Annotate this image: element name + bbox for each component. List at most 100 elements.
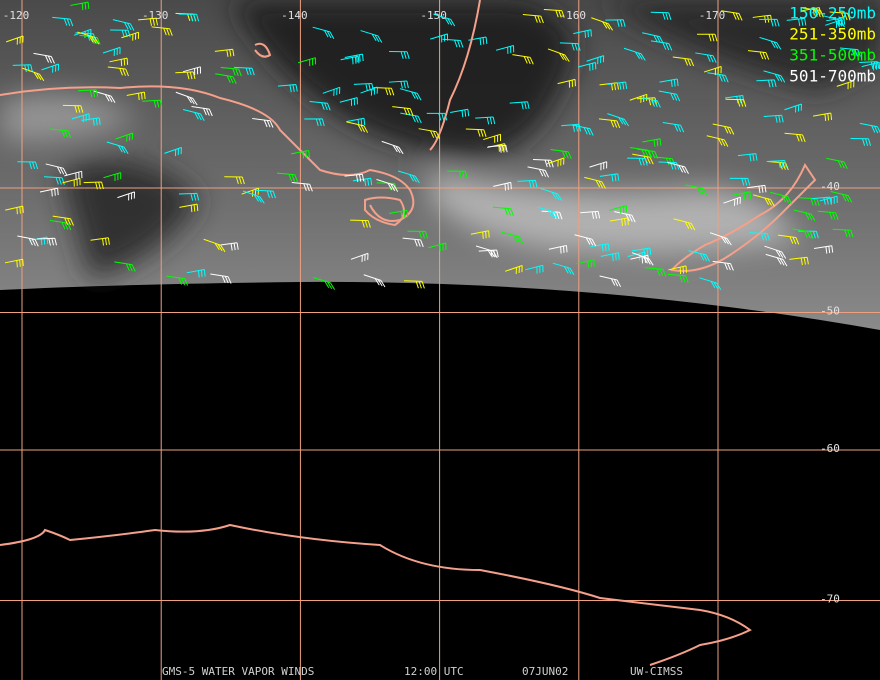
wind-barb <box>812 112 833 121</box>
wind-barb <box>546 157 565 167</box>
wind-barb <box>52 215 74 226</box>
footer-text: UW-CIMSS <box>630 665 683 678</box>
wind-barb <box>45 163 68 176</box>
latitude-label: -60 <box>820 442 840 455</box>
wind-barb <box>586 55 605 65</box>
wind-barb <box>591 17 614 31</box>
wind-barb <box>707 72 729 83</box>
wind-barb <box>233 66 255 76</box>
wind-barb <box>645 267 667 277</box>
wind-barb <box>78 89 99 98</box>
wind-barb <box>746 184 767 194</box>
wind-barb <box>346 117 366 127</box>
wind-barb <box>298 57 316 67</box>
wind-barb <box>662 121 685 133</box>
wind-barb <box>607 113 630 127</box>
wind-barb <box>242 190 265 204</box>
wind-barb <box>572 124 594 136</box>
wind-barb <box>642 32 664 44</box>
longitude-label: -170 <box>699 9 726 22</box>
latitude-label: -70 <box>820 593 840 606</box>
wind-barb <box>747 50 770 60</box>
wind-barb <box>428 242 447 252</box>
wind-barb <box>392 106 414 116</box>
wind-barb <box>483 133 501 143</box>
wind-barb <box>112 19 135 31</box>
wind-barb <box>819 195 838 205</box>
wind-barb <box>697 33 718 42</box>
wind-barb <box>103 172 122 181</box>
wind-barb <box>712 260 734 271</box>
wind-barb <box>813 245 834 254</box>
wind-barb <box>577 62 597 71</box>
wind-barb <box>850 137 872 146</box>
wind-barb <box>609 217 629 226</box>
footer: GMS-5 WATER VAPOR WINDS 12:00 UTC 07JUN02 U… <box>162 665 683 678</box>
wind-barb <box>447 170 468 179</box>
wind-barb <box>543 8 565 18</box>
wind-barb <box>93 90 116 104</box>
wind-barb <box>340 55 360 65</box>
wind-barb <box>767 160 789 171</box>
wind-barb <box>495 45 515 54</box>
wind-barb <box>792 228 814 239</box>
wind-barb <box>724 95 745 104</box>
wind-barb <box>182 66 201 76</box>
wind-barb <box>389 209 409 219</box>
wind-barb <box>623 47 646 61</box>
wind-barb <box>836 80 855 90</box>
wind-barb <box>527 166 550 178</box>
footer-text: GMS-5 WATER VAPOR WINDS <box>162 665 314 678</box>
wind-barb <box>607 81 628 90</box>
wind-barb <box>404 280 425 289</box>
wind-barb <box>533 158 554 168</box>
wind-barb <box>41 63 60 73</box>
wind-barb <box>191 106 213 117</box>
wind-barb <box>667 273 689 283</box>
wind-barb <box>360 30 383 43</box>
longitude-label: -160 <box>560 9 587 22</box>
wind-barb <box>784 103 802 113</box>
wind-barb <box>789 256 809 266</box>
wind-barb <box>52 16 74 27</box>
wind-barb <box>344 53 364 63</box>
wind-barb <box>561 123 581 132</box>
wind-barb <box>501 231 524 244</box>
wind-barb <box>450 108 470 118</box>
wind-barb <box>151 26 173 36</box>
legend-entry: 150-250mb <box>789 4 876 23</box>
wind-barb <box>350 252 369 262</box>
wind-barb <box>73 28 92 38</box>
wind-barb <box>346 121 369 133</box>
wind-barb <box>17 235 39 247</box>
wind-barb <box>823 15 845 28</box>
wind-barb <box>255 189 276 199</box>
wind-barb <box>487 143 506 152</box>
wind-barb <box>859 61 880 70</box>
wind-barb <box>599 82 619 91</box>
wind-barb <box>49 219 72 231</box>
wind-barb <box>110 29 131 38</box>
wind-barb <box>339 97 358 106</box>
wind-barb <box>859 122 880 134</box>
wind-barb <box>33 52 55 64</box>
wind-barb <box>505 265 523 275</box>
wind-barb <box>389 51 410 59</box>
wind-barb <box>142 99 163 108</box>
wind-barb <box>352 177 373 187</box>
wind-barb <box>630 254 649 264</box>
wind-barb <box>313 277 336 290</box>
wind-barb <box>752 14 773 23</box>
wind-barb <box>688 250 710 262</box>
wind-barb <box>695 52 717 63</box>
wind-barb <box>832 228 854 238</box>
wind-barb <box>749 232 771 241</box>
wind-barb <box>43 176 65 185</box>
wind-barb <box>817 210 839 220</box>
wind-barb <box>442 38 464 48</box>
wind-barb <box>241 187 260 197</box>
wind-barb <box>548 245 568 254</box>
wind-barb <box>536 206 559 219</box>
footer-text: 07JUN02 <box>522 665 568 678</box>
